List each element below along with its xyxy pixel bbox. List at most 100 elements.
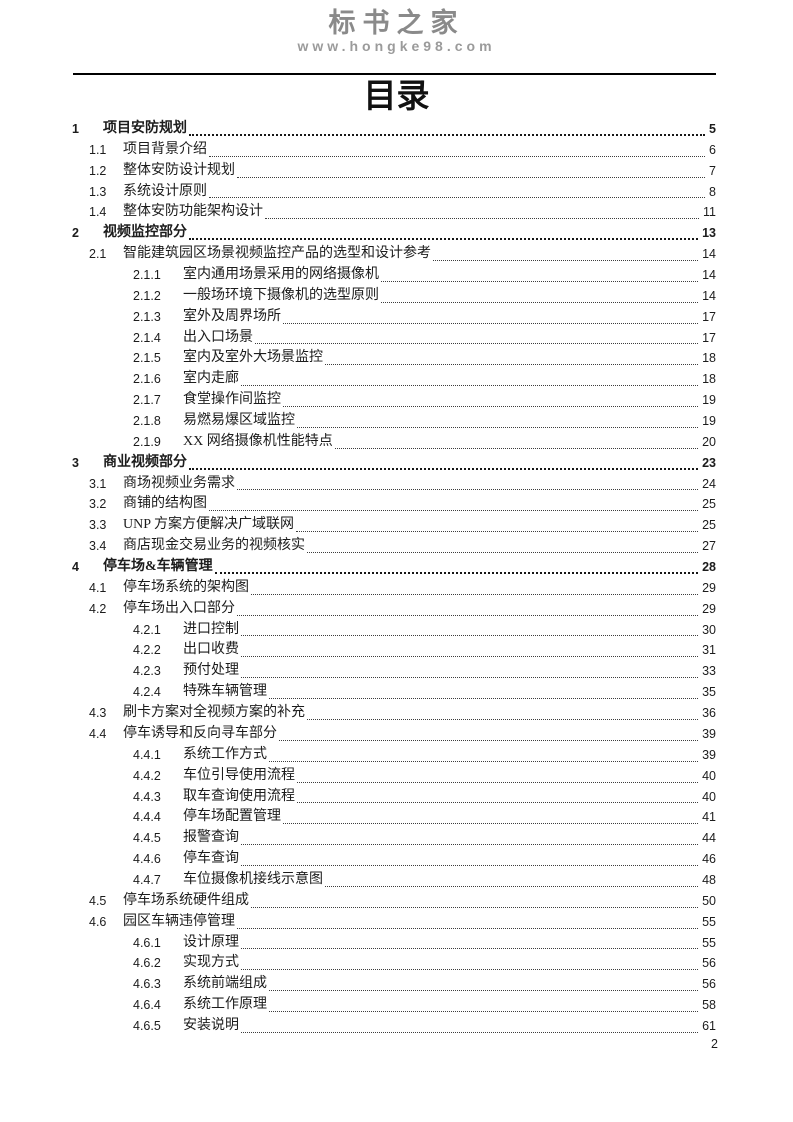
toc-entry[interactable]: 3.2 商铺的结构图 25 <box>72 494 716 515</box>
toc-leader-dots <box>241 635 699 637</box>
header-divider <box>73 73 716 75</box>
toc-entry[interactable]: 3.1 商场视频业务需求 24 <box>72 474 716 495</box>
toc-entry[interactable]: 4.6 园区车辆违停管理 55 <box>72 912 716 933</box>
toc-entry-title: 停车场系统硬件组成 <box>123 892 249 908</box>
toc-entry[interactable]: 2.1.9 XX 网络摄像机性能特点 20 <box>72 432 716 453</box>
toc-entry[interactable]: 2.1.8 易燃易爆区域监控 19 <box>72 411 716 432</box>
toc-entry-page: 14 <box>702 247 716 262</box>
toc-entry[interactable]: 4.4.2 车位引导使用流程 40 <box>72 766 716 787</box>
toc-entry-number: 4.6.4 <box>133 998 161 1013</box>
toc-entry-title: 整体安防设计规划 <box>123 162 235 178</box>
toc-entry-number: 4.4.2 <box>133 768 161 783</box>
toc-entry[interactable]: 4.6.2 实现方式 56 <box>72 953 716 974</box>
toc-entry-number: 2.1.8 <box>133 414 161 429</box>
toc-entry-number: 4.4.5 <box>133 831 161 846</box>
toc-entry[interactable]: 3.3 UNP 方案方便解决广域联网 25 <box>72 515 716 536</box>
toc-entry[interactable]: 2.1.4 出入口场景 17 <box>72 328 716 349</box>
toc-entry[interactable]: 2.1.2 一般场环境下摄像机的选型原则 14 <box>72 286 716 307</box>
toc-entry[interactable]: 4.2.4 特殊车辆管理 35 <box>72 682 716 703</box>
toc-entry[interactable]: 2.1.5 室内及室外大场景监控 18 <box>72 348 716 369</box>
toc-entry-title: 整体安防功能架构设计 <box>123 204 263 220</box>
toc-entry[interactable]: 4.2.3 预付处理 33 <box>72 661 716 682</box>
toc-entry-page: 5 <box>709 122 716 136</box>
toc-entry[interactable]: 4.2.2 出口收费 31 <box>72 640 716 661</box>
toc-entry[interactable]: 1.4 整体安防功能架构设计 11 <box>72 202 716 223</box>
toc-entry-number: 4.2.4 <box>133 685 161 700</box>
toc-leader-dots <box>214 571 699 574</box>
toc-leader-dots <box>209 197 706 199</box>
toc-entry[interactable]: 2.1.7 食堂操作间监控 19 <box>72 390 716 411</box>
toc-entry[interactable]: 4.4 停车诱导和反向寻车部分 39 <box>72 724 716 745</box>
toc-entry[interactable]: 4.5 停车场系统硬件组成 50 <box>72 891 716 912</box>
toc-entry-title: 刷卡方案对全视频方案的补充 <box>123 705 305 721</box>
toc-leader-dots <box>189 238 699 241</box>
toc-entry[interactable]: 2 视频监控部分 13 <box>72 223 716 244</box>
toc-entry-title: 系统前端组成 <box>183 976 267 992</box>
toc-entry[interactable]: 1.2 整体安防设计规划 7 <box>72 161 716 182</box>
toc-entry[interactable]: 4.6.4 系统工作原理 58 <box>72 995 716 1016</box>
toc-leader-dots <box>237 927 699 929</box>
toc-entry[interactable]: 1.3 系统设计原则 8 <box>72 182 716 203</box>
toc-entry-page: 31 <box>702 643 716 658</box>
toc-leader-dots <box>241 844 699 846</box>
toc-entry[interactable]: 1.1 项目背景介绍 6 <box>72 140 716 161</box>
toc-entry[interactable]: 4.4.4 停车场配置管理 41 <box>72 807 716 828</box>
toc-leader-dots <box>297 426 699 428</box>
toc-entry-number: 1 <box>72 122 79 136</box>
toc-entry-title: 商业视频部分 <box>103 454 187 470</box>
toc-entry-title: 停车查询 <box>183 851 239 867</box>
toc-entry-title: 系统工作方式 <box>183 746 267 762</box>
toc-entry[interactable]: 4.4.7 车位摄像机接线示意图 48 <box>72 870 716 891</box>
toc-leader-dots <box>269 1010 699 1012</box>
toc-entry-page: 55 <box>702 935 716 950</box>
toc-entry[interactable]: 4.4.6 停车查询 46 <box>72 849 716 870</box>
toc-entry-page: 19 <box>702 414 716 429</box>
toc-leader-dots <box>269 990 699 992</box>
toc-leader-dots <box>241 385 699 387</box>
toc-entry-title: 进口控制 <box>183 621 239 637</box>
toc-leader-dots <box>325 364 699 366</box>
toc-entry-number: 2.1.3 <box>133 309 161 324</box>
toc-entry[interactable]: 4.4.1 系统工作方式 39 <box>72 745 716 766</box>
toc-entry-page: 18 <box>702 372 716 387</box>
toc-entry[interactable]: 4.1 停车场系统的架构图 29 <box>72 578 716 599</box>
toc-entry[interactable]: 4.6.5 安装说明 61 <box>72 1016 716 1037</box>
toc-entry[interactable]: 4.6.1 设计原理 55 <box>72 933 716 954</box>
toc-entry[interactable]: 2.1 智能建筑园区场景视频监控产品的选型和设计参考 14 <box>72 244 716 265</box>
toc-entry-page: 39 <box>702 747 716 762</box>
toc-entry[interactable]: 3.4 商店现金交易业务的视频核实 27 <box>72 536 716 557</box>
toc-entry-number: 4.5 <box>89 893 107 908</box>
toc-entry[interactable]: 4.4.5 报警查询 44 <box>72 828 716 849</box>
toc-leader-dots <box>265 218 700 220</box>
toc-entry[interactable]: 4.2.1 进口控制 30 <box>72 620 716 641</box>
toc-entry-page: 29 <box>702 601 716 616</box>
toc-entry[interactable]: 2.1.3 室外及周界场所 17 <box>72 307 716 328</box>
toc-list: 1 项目安防规划 5 1.1 项目背景介绍 6 1.2 整体安防设计规划 7 1.3 系统设计原则 8… <box>72 119 716 1037</box>
toc-entry[interactable]: 4.6.3 系统前端组成 56 <box>72 974 716 995</box>
toc-entry[interactable]: 4.3 刷卡方案对全视频方案的补充 36 <box>72 703 716 724</box>
toc-entry[interactable]: 3 商业视频部分 23 <box>72 453 716 474</box>
toc-entry-title: 安装说明 <box>183 1017 239 1033</box>
toc-leader-dots <box>255 343 699 345</box>
toc-entry-page: 28 <box>702 560 716 575</box>
toc-entry-title: 一般场环境下摄像机的选型原则 <box>183 287 379 303</box>
toc-entry-number: 3.2 <box>89 497 107 512</box>
toc-entry-page: 56 <box>702 977 716 992</box>
toc-leader-dots <box>241 969 699 971</box>
toc-entry-title: 预付处理 <box>183 663 239 679</box>
toc-entry-title: 智能建筑园区场景视频监控产品的选型和设计参考 <box>123 246 431 262</box>
toc-entry[interactable]: 2.1.6 室内走廊 18 <box>72 369 716 390</box>
toc-entry-title: 系统设计原则 <box>123 183 207 199</box>
toc-entry-number: 3.4 <box>89 539 107 554</box>
toc-leader-dots <box>237 614 699 616</box>
toc-entry-page: 14 <box>702 268 716 283</box>
toc-entry[interactable]: 4.2 停车场出入口部分 29 <box>72 599 716 620</box>
toc-entry[interactable]: 4 停车场&车辆管理 28 <box>72 557 716 578</box>
toc-entry-number: 1.4 <box>89 205 107 220</box>
toc-entry-number: 4.2.3 <box>133 664 161 679</box>
toc-entry[interactable]: 1 项目安防规划 5 <box>72 119 716 140</box>
toc-entry-number: 2.1.9 <box>133 434 161 449</box>
toc-entry[interactable]: 4.4.3 取车查询使用流程 40 <box>72 787 716 808</box>
toc-entry[interactable]: 2.1.1 室内通用场景采用的网络摄像机 14 <box>72 265 716 286</box>
